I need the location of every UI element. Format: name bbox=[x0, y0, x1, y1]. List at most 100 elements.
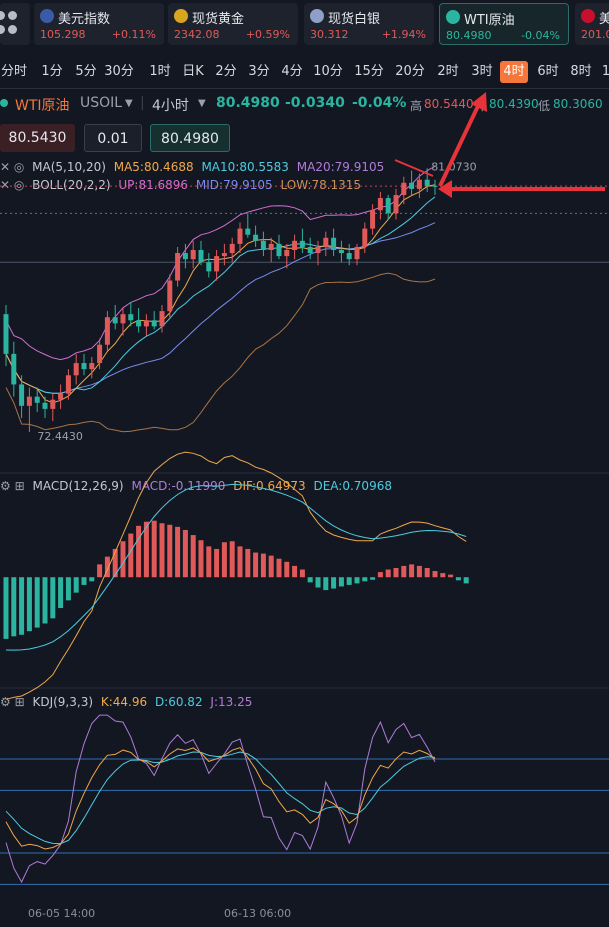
ticker-name: WTI原油 bbox=[464, 13, 515, 28]
dea-value: DEA:0.70968 bbox=[313, 479, 392, 493]
macd-settings-icon[interactable]: ⚙ ⊞ bbox=[0, 479, 25, 493]
macd-histogram-bar bbox=[455, 577, 461, 581]
macd-histogram-bar bbox=[463, 577, 469, 584]
macd-histogram-bar bbox=[151, 520, 157, 578]
tab-timeframe[interactable]: 6时 bbox=[537, 64, 559, 79]
macd-histogram-bar bbox=[253, 552, 259, 578]
ticker-card[interactable]: WTI原油 80.4980 -0.04% bbox=[439, 3, 569, 45]
candle-body bbox=[73, 363, 79, 376]
macd-histogram-bar bbox=[97, 564, 103, 578]
macd-histogram-bar bbox=[307, 577, 313, 583]
macd-histogram-bar bbox=[292, 565, 298, 578]
candle-body bbox=[175, 253, 181, 281]
ma-visibility-icon[interactable]: ✕ ◎ bbox=[0, 160, 25, 174]
ma5-line bbox=[5, 184, 436, 404]
macd-histogram-bar bbox=[159, 523, 165, 578]
candle-body bbox=[432, 185, 438, 187]
arrow-shaft bbox=[438, 103, 481, 187]
macd-histogram-bar bbox=[143, 521, 149, 578]
ticker-price: 105.298 bbox=[40, 28, 86, 41]
tab-timeframe[interactable]: 分时 bbox=[0, 64, 27, 79]
macd-histogram-bar bbox=[268, 555, 274, 578]
tab-timeframe[interactable]: 15分 bbox=[354, 64, 384, 79]
candle-body bbox=[34, 396, 40, 403]
candle-body bbox=[26, 396, 32, 406]
macd-histogram-bar bbox=[377, 572, 383, 578]
macd-histogram-bar bbox=[73, 577, 79, 593]
macd-histogram-bar bbox=[346, 577, 352, 585]
symbol-code[interactable]: USOIL bbox=[80, 95, 123, 111]
macd-histogram-bar bbox=[3, 577, 9, 639]
tab-timeframe[interactable]: 20分 bbox=[395, 64, 425, 79]
tab-timeframe[interactable]: 1 bbox=[601, 64, 609, 79]
tab-timeframe[interactable]: 4分 bbox=[281, 64, 303, 79]
chevron-down-icon[interactable]: ▼ bbox=[125, 98, 133, 109]
high-label: 高 bbox=[410, 99, 423, 113]
candle-body bbox=[331, 237, 337, 250]
timeframe-tabs: 分时 1分 5分 30分 1时 日K 2分 3分 4分 10分 15分 20分 2时 3时 4时 6时 8时 1 bbox=[0, 61, 609, 85]
k-line bbox=[5, 747, 436, 850]
tab-timeframe[interactable]: 30分 bbox=[104, 64, 134, 79]
macd-histogram-bar bbox=[315, 577, 321, 588]
tab-timeframe[interactable]: 3时 bbox=[471, 64, 493, 79]
candle-body bbox=[409, 182, 415, 189]
kdj-legend: ⚙ ⊞ KDJ(9,3,3) K:44.96 D:60.82 J:13.25 bbox=[0, 695, 256, 709]
boll-upper-line bbox=[5, 165, 436, 361]
ticker-change: +0.59% bbox=[245, 28, 290, 41]
tab-timeframe[interactable]: 10分 bbox=[313, 64, 343, 79]
candle-body bbox=[151, 320, 157, 327]
x-axis-label-1: 06-13 06:00 bbox=[224, 907, 292, 920]
ticker-card[interactable]: 现货黄金 2342.08 +0.59% bbox=[168, 3, 298, 45]
ticker-card[interactable]: 现货白银 30.312 +1.94% bbox=[304, 3, 434, 45]
macd-value: MACD:-0.11990 bbox=[131, 479, 226, 493]
symbol-name[interactable]: WTI原油 bbox=[15, 98, 70, 114]
symbol-dot-icon bbox=[0, 99, 8, 107]
macd-histogram-bar bbox=[221, 542, 227, 578]
macd-histogram-bar bbox=[167, 524, 173, 578]
tab-timeframe[interactable]: 2分 bbox=[215, 64, 237, 79]
candle-body bbox=[401, 182, 407, 195]
tab-timeframe[interactable]: 1时 bbox=[149, 64, 171, 79]
macd-histogram-bar bbox=[237, 546, 243, 578]
dif-value: DIF:0.64973 bbox=[233, 479, 306, 493]
macd-histogram-bar bbox=[432, 571, 438, 578]
buy-price-box[interactable]: 80.4980 bbox=[150, 124, 230, 152]
kdj-settings-icon[interactable]: ⚙ ⊞ bbox=[0, 695, 25, 709]
candle-body bbox=[338, 250, 344, 254]
ticker-card[interactable]: 美元指数 105.298 +0.11% bbox=[34, 3, 164, 45]
d-line bbox=[5, 751, 436, 845]
divider bbox=[0, 88, 609, 89]
last-price: 80.4980 bbox=[216, 95, 280, 111]
candle-body bbox=[190, 250, 196, 260]
tab-timeframe[interactable]: 3分 bbox=[248, 64, 270, 79]
macd-histogram-bar bbox=[440, 573, 446, 578]
ma5-value: MA5:80.4688 bbox=[113, 160, 194, 174]
macd-histogram-bar bbox=[89, 577, 95, 582]
candle-body bbox=[393, 195, 399, 214]
boll-visibility-icon[interactable]: ✕ ◎ bbox=[0, 178, 25, 192]
tab-timeframe[interactable]: 8时 bbox=[570, 64, 592, 79]
macd-histogram-bar bbox=[323, 577, 329, 591]
tab-timeframe[interactable]: 5分 bbox=[75, 64, 97, 79]
boll-up-value: UP:81.6896 bbox=[118, 178, 189, 192]
macd-histogram-bar bbox=[284, 561, 290, 578]
dif-line bbox=[5, 451, 467, 700]
chevron-down-icon[interactable]: ▼ bbox=[198, 98, 206, 109]
candle-body bbox=[136, 320, 142, 327]
macd-histogram-bar bbox=[416, 565, 422, 578]
tab-timeframe[interactable]: 2时 bbox=[437, 64, 459, 79]
tab-timeframe[interactable]: 4时 bbox=[500, 61, 528, 83]
lot-size-input[interactable]: 0.01 bbox=[84, 124, 142, 152]
candle-body bbox=[159, 311, 165, 327]
period-select[interactable]: 4小时 bbox=[152, 98, 189, 114]
macd-histogram-bar bbox=[50, 577, 56, 619]
menu-grid-icon[interactable] bbox=[0, 3, 30, 45]
low-label: 低 bbox=[538, 99, 551, 113]
high-value: 80.5440 bbox=[424, 97, 474, 111]
tab-timeframe[interactable]: 1分 bbox=[41, 64, 63, 79]
candle-body bbox=[362, 228, 368, 247]
tab-timeframe[interactable]: 日K bbox=[182, 64, 204, 79]
sell-price-box[interactable]: 80.5430 bbox=[0, 124, 75, 152]
